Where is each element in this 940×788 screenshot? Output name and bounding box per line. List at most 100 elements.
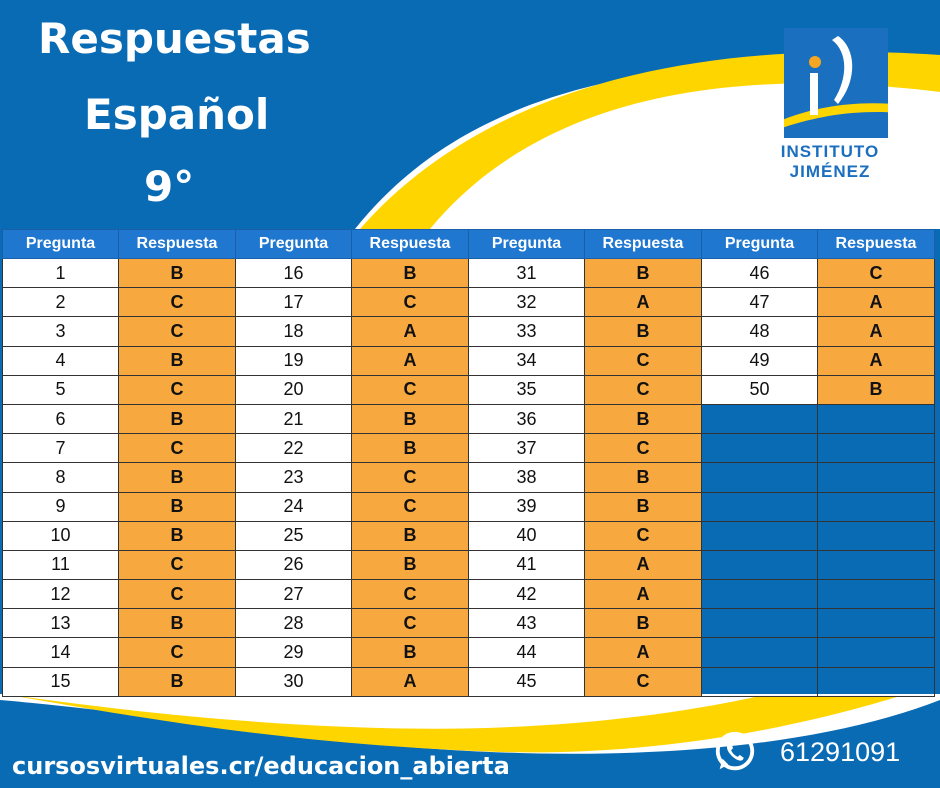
answer-letter: C	[118, 637, 236, 668]
answer-letter: C	[584, 520, 702, 551]
question-number: 32	[468, 287, 585, 318]
empty-cell	[817, 433, 935, 464]
empty-cell	[817, 403, 935, 435]
answer-letter: C	[118, 433, 236, 464]
table-row: 5 C 20 C 35 C 50 B	[2, 374, 935, 405]
question-number: 17	[235, 287, 352, 318]
table-row: 15 B 30 A 45 C	[2, 666, 935, 697]
empty-cell	[701, 520, 818, 551]
question-number: 41	[468, 549, 585, 581]
answer-letter: C	[118, 374, 236, 405]
question-number: 2	[2, 287, 119, 318]
logo-text-jimenez: JIMÉNEZ	[789, 162, 871, 181]
phone-number: 61291091	[780, 736, 901, 767]
answer-letter: B	[118, 403, 236, 435]
answer-letter: B	[118, 462, 236, 493]
header-pregunta: Pregunta	[235, 229, 352, 259]
empty-cell	[701, 549, 818, 581]
empty-cell	[817, 491, 935, 522]
table-row: 12 C 27 C 42 A	[2, 579, 935, 610]
logo-figure-icon	[764, 28, 914, 138]
question-number: 39	[468, 491, 585, 522]
answer-letter: B	[584, 491, 702, 522]
title-line-1: Respuestas	[38, 14, 311, 63]
question-number: 22	[235, 433, 352, 464]
header-pregunta: Pregunta	[701, 229, 818, 259]
header-pregunta: Pregunta	[468, 229, 585, 259]
answer-letter: A	[817, 345, 935, 376]
header-respuesta: Respuesta	[118, 229, 236, 259]
empty-cell	[701, 608, 818, 639]
question-number: 43	[468, 608, 585, 639]
question-number: 25	[235, 520, 352, 551]
header-respuesta: Respuesta	[584, 229, 702, 259]
answer-letter: C	[351, 462, 469, 493]
question-number: 5	[2, 374, 119, 405]
answer-letter: C	[584, 666, 702, 697]
table-row: 13 B 28 C 43 B	[2, 608, 935, 639]
answer-letter: C	[351, 491, 469, 522]
answer-letter: A	[584, 549, 702, 581]
answer-letter: C	[351, 579, 469, 610]
answer-letter: A	[351, 666, 469, 697]
table-row: 8 B 23 C 38 B	[2, 462, 935, 493]
question-number: 24	[235, 491, 352, 522]
question-number: 6	[2, 403, 119, 435]
answer-letter: B	[118, 257, 236, 289]
empty-cell	[701, 433, 818, 464]
question-number: 21	[235, 403, 352, 435]
question-number: 13	[2, 608, 119, 639]
logo-mark	[764, 28, 914, 138]
header-respuesta: Respuesta	[817, 229, 935, 259]
question-number: 9	[2, 491, 119, 522]
empty-cell	[701, 579, 818, 610]
question-number: 14	[2, 637, 119, 668]
empty-cell	[701, 403, 818, 435]
answer-letter: A	[351, 316, 469, 347]
question-number: 27	[235, 579, 352, 610]
answer-letter: C	[584, 345, 702, 376]
title-line-3: 9°	[144, 162, 195, 211]
table-row: 2 C 17 C 32 A 47 A	[2, 287, 935, 318]
question-number: 46	[701, 257, 818, 289]
answer-letter: A	[584, 287, 702, 318]
logo-text-instituto: INSTITUTO	[780, 142, 880, 161]
answer-letter: B	[118, 345, 236, 376]
question-number: 33	[468, 316, 585, 347]
table-row: 7 C 22 B 37 C	[2, 433, 935, 464]
answer-letter: B	[584, 462, 702, 493]
question-number: 16	[235, 257, 352, 289]
answer-letter: B	[118, 491, 236, 522]
header-pregunta: Pregunta	[2, 229, 119, 259]
institute-logo: INSTITUTO JIMÉNEZ	[760, 28, 930, 188]
title-line-2: Español	[84, 90, 270, 139]
table-row: 11 C 26 B 41 A	[2, 549, 935, 581]
empty-cell	[817, 549, 935, 581]
empty-cell	[817, 666, 935, 697]
question-number: 12	[2, 579, 119, 610]
empty-cell	[817, 462, 935, 493]
question-number: 44	[468, 637, 585, 668]
empty-cell	[701, 462, 818, 493]
footer-url: cursosvirtuales.cr/educacion_abierta	[12, 752, 510, 780]
answer-letter: A	[817, 316, 935, 347]
empty-cell	[701, 491, 818, 522]
question-number: 35	[468, 374, 585, 405]
answer-letter: B	[351, 257, 469, 289]
answer-letter: C	[351, 287, 469, 318]
question-number: 36	[468, 403, 585, 435]
question-number: 48	[701, 316, 818, 347]
answer-letter: C	[118, 316, 236, 347]
answer-letter: C	[118, 579, 236, 610]
answer-letter: B	[584, 257, 702, 289]
whatsapp-icon	[715, 731, 755, 771]
table-row: 10 B 25 B 40 C	[2, 520, 935, 551]
question-number: 38	[468, 462, 585, 493]
answer-letter: B	[118, 666, 236, 697]
answers-table: Pregunta Respuesta Pregunta Respuesta Pregun…	[2, 229, 935, 697]
answer-letter: B	[817, 374, 935, 405]
answer-letter: B	[584, 608, 702, 639]
question-number: 1	[2, 257, 119, 289]
question-number: 49	[701, 345, 818, 376]
answer-letter: B	[118, 520, 236, 551]
